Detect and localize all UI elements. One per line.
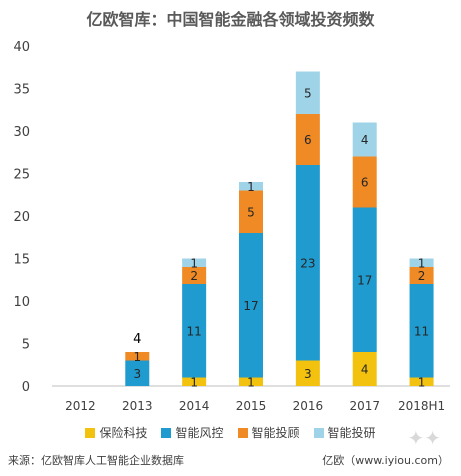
data-label: 5 — [304, 86, 312, 100]
bar-segment — [125, 360, 150, 386]
x-tick-label: 2014 — [179, 399, 210, 413]
legend: 保险科技 智能风控 智能投顾 智能投研 — [0, 424, 461, 441]
x-axis: 2012 2013 2014 2015 2016 2017 2018H1 — [52, 385, 450, 413]
bar-segment — [239, 233, 263, 378]
y-axis: 0 5 10 15 20 25 30 35 40 — [13, 40, 30, 395]
data-label: 5 — [247, 205, 255, 219]
x-tick-label: 2015 — [236, 399, 267, 413]
bars — [125, 71, 434, 386]
bar-segment — [182, 284, 207, 378]
x-tick-label: 2018H1 — [398, 399, 445, 413]
watermark-logo: ✦✦ — [407, 426, 441, 450]
legend-label: 智能投研 — [327, 426, 376, 440]
x-tick-label: 2013 — [122, 399, 153, 413]
bar-segment — [409, 377, 434, 386]
chart-title: 亿欧智库：中国智能金融各领域投资频数 — [86, 10, 375, 29]
bar-segment — [182, 258, 207, 267]
bar-segment — [295, 114, 320, 165]
bar-segment — [409, 284, 434, 378]
data-label: 6 — [361, 176, 369, 190]
legend-item-insurance-tech: 保险科技 — [85, 424, 147, 441]
data-label: 17 — [243, 299, 258, 313]
data-label: 1 — [247, 375, 255, 389]
data-label: 2 — [190, 269, 198, 283]
bar-segment — [295, 165, 320, 361]
bar-segment — [295, 360, 320, 386]
data-label: 17 — [357, 273, 372, 287]
data-label: 3 — [304, 367, 312, 381]
y-tick-label: 40 — [13, 40, 30, 55]
bar-segment — [352, 352, 377, 386]
legend-swatch — [85, 427, 96, 438]
bar-segment — [409, 267, 434, 284]
data-label: 1 — [418, 375, 426, 389]
legend-swatch — [237, 427, 248, 438]
data-label: 1 — [190, 375, 198, 389]
data-label: 23 — [300, 256, 315, 270]
data-label: 4 — [361, 363, 369, 377]
x-tick-label: 2016 — [293, 399, 324, 413]
bar-segment — [125, 352, 150, 361]
data-label: 3 — [133, 367, 141, 381]
credit-note: 亿欧（www.iyiou.com） — [322, 454, 449, 467]
legend-swatch — [313, 427, 324, 438]
bar-segment — [295, 71, 320, 114]
total-label: 4 — [133, 332, 141, 347]
bar-segment — [409, 258, 434, 267]
data-label: 1 — [190, 256, 198, 270]
y-tick-label: 20 — [13, 210, 30, 225]
data-label: 1 — [133, 350, 141, 364]
y-tick-label: 35 — [13, 83, 30, 98]
legend-item-robo-advisor: 智能投顾 — [237, 424, 300, 441]
bar-segment — [182, 267, 207, 284]
legend-item-investment-research: 智能投研 — [313, 424, 376, 441]
legend-label: 智能风控 — [175, 426, 224, 440]
data-label: 11 — [414, 324, 429, 338]
legend-label: 保险科技 — [99, 426, 148, 440]
y-tick-label: 10 — [13, 295, 30, 310]
y-tick-label: 15 — [13, 253, 30, 268]
y-tick-label: 5 — [22, 338, 30, 353]
legend-label: 智能投顾 — [251, 426, 300, 440]
x-tick-label: 2017 — [349, 399, 380, 413]
data-label: 1 — [247, 180, 255, 194]
y-tick-label: 25 — [13, 168, 30, 183]
bar-segment — [239, 377, 263, 386]
data-label: 4 — [361, 133, 369, 147]
data-label: 2 — [418, 269, 426, 283]
bar-segment — [182, 377, 207, 386]
data-label: 1 — [418, 256, 426, 270]
legend-swatch — [161, 427, 172, 438]
data-label: 6 — [304, 133, 312, 147]
y-tick-label: 0 — [22, 380, 30, 395]
source-note: 来源：亿欧智库人工智能企业数据库 — [8, 454, 184, 467]
bar-segment — [352, 156, 377, 208]
x-tick-label: 2012 — [65, 399, 96, 413]
legend-item-risk-control: 智能风控 — [161, 424, 224, 441]
bar-segment — [239, 182, 263, 191]
bar-segment — [352, 207, 377, 352]
y-tick-label: 30 — [13, 125, 30, 140]
bar-segment — [239, 190, 263, 233]
data-label: 11 — [187, 324, 202, 338]
bar-segment — [352, 122, 377, 157]
